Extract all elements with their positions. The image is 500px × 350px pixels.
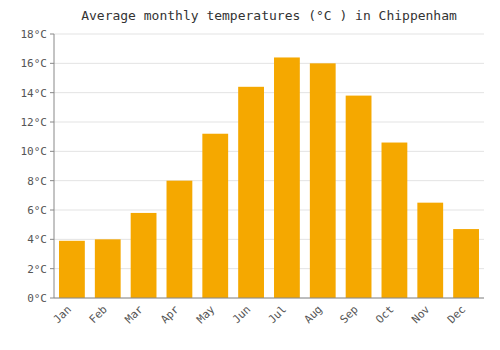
y-tick [50,151,54,152]
y-tick-label: 0°C [27,292,47,305]
x-tick-label: Mar [122,303,146,327]
bar [167,181,193,298]
y-tick-label: 16°C [21,57,48,70]
x-tick-label: Feb [87,303,110,326]
bar [310,63,336,298]
y-tick-label: 4°C [27,233,47,246]
y-tick-label: 18°C [21,28,48,41]
x-tick-label: Oct [373,303,396,326]
y-axis-line [54,34,55,298]
x-tick-label: Jan [51,303,74,326]
chart-container: Average monthly temperatures (°C ) in Ch… [0,0,500,350]
y-tick [50,122,54,123]
x-tick-label: May [194,303,218,327]
x-tick-label: Jul [266,303,289,326]
x-tick-label: Nov [409,303,433,327]
grid-line [54,180,484,181]
y-tick [50,268,54,269]
y-tick [50,298,54,299]
y-tick [50,34,54,35]
y-tick-label: 2°C [27,263,47,276]
y-tick [50,239,54,240]
bar [131,213,157,298]
y-tick [50,180,54,181]
y-tick [50,92,54,93]
grid-line [54,122,484,123]
bar [382,143,408,298]
bar [417,203,443,298]
grid [54,34,484,298]
x-tick-label: Apr [158,303,182,327]
chart-svg: Average monthly temperatures (°C ) in Ch… [0,0,500,350]
x-tick-label: Jun [230,303,253,326]
y-tick-label: 10°C [21,145,48,158]
title: Average monthly temperatures (°C ) in Ch… [81,8,457,23]
bar [346,96,372,298]
y-tick [50,210,54,211]
bar [238,87,264,298]
y-tick-label: 14°C [21,87,48,100]
x-tick-label: Sep [337,303,360,326]
y-tick-label: 6°C [27,204,47,217]
grid-line [54,151,484,152]
background [0,0,500,350]
bar [274,57,300,298]
grid-line [54,34,484,35]
bar [453,229,479,298]
y-tick-label: 12°C [21,116,48,129]
grid-line [54,63,484,64]
grid-line [54,92,484,93]
grid-line [54,298,484,299]
x-tick-label: Aug [302,303,325,326]
bar [95,239,121,298]
x-ticks: Jan Feb Mar Apr May Jun Jul Aug Sep Oct Nov Dec [51,303,468,327]
x-axis-line [54,298,484,299]
bar [202,134,228,298]
x-tick-label: Dec [445,303,468,326]
y-ticks: 0°C 2°C 4°C 6°C 8°C 10°C 12°C 14°C 16°C 18°C [21,28,55,305]
y-tick-label: 8°C [27,175,47,188]
bars [59,57,479,298]
bar [59,241,85,298]
y-tick [50,63,54,64]
